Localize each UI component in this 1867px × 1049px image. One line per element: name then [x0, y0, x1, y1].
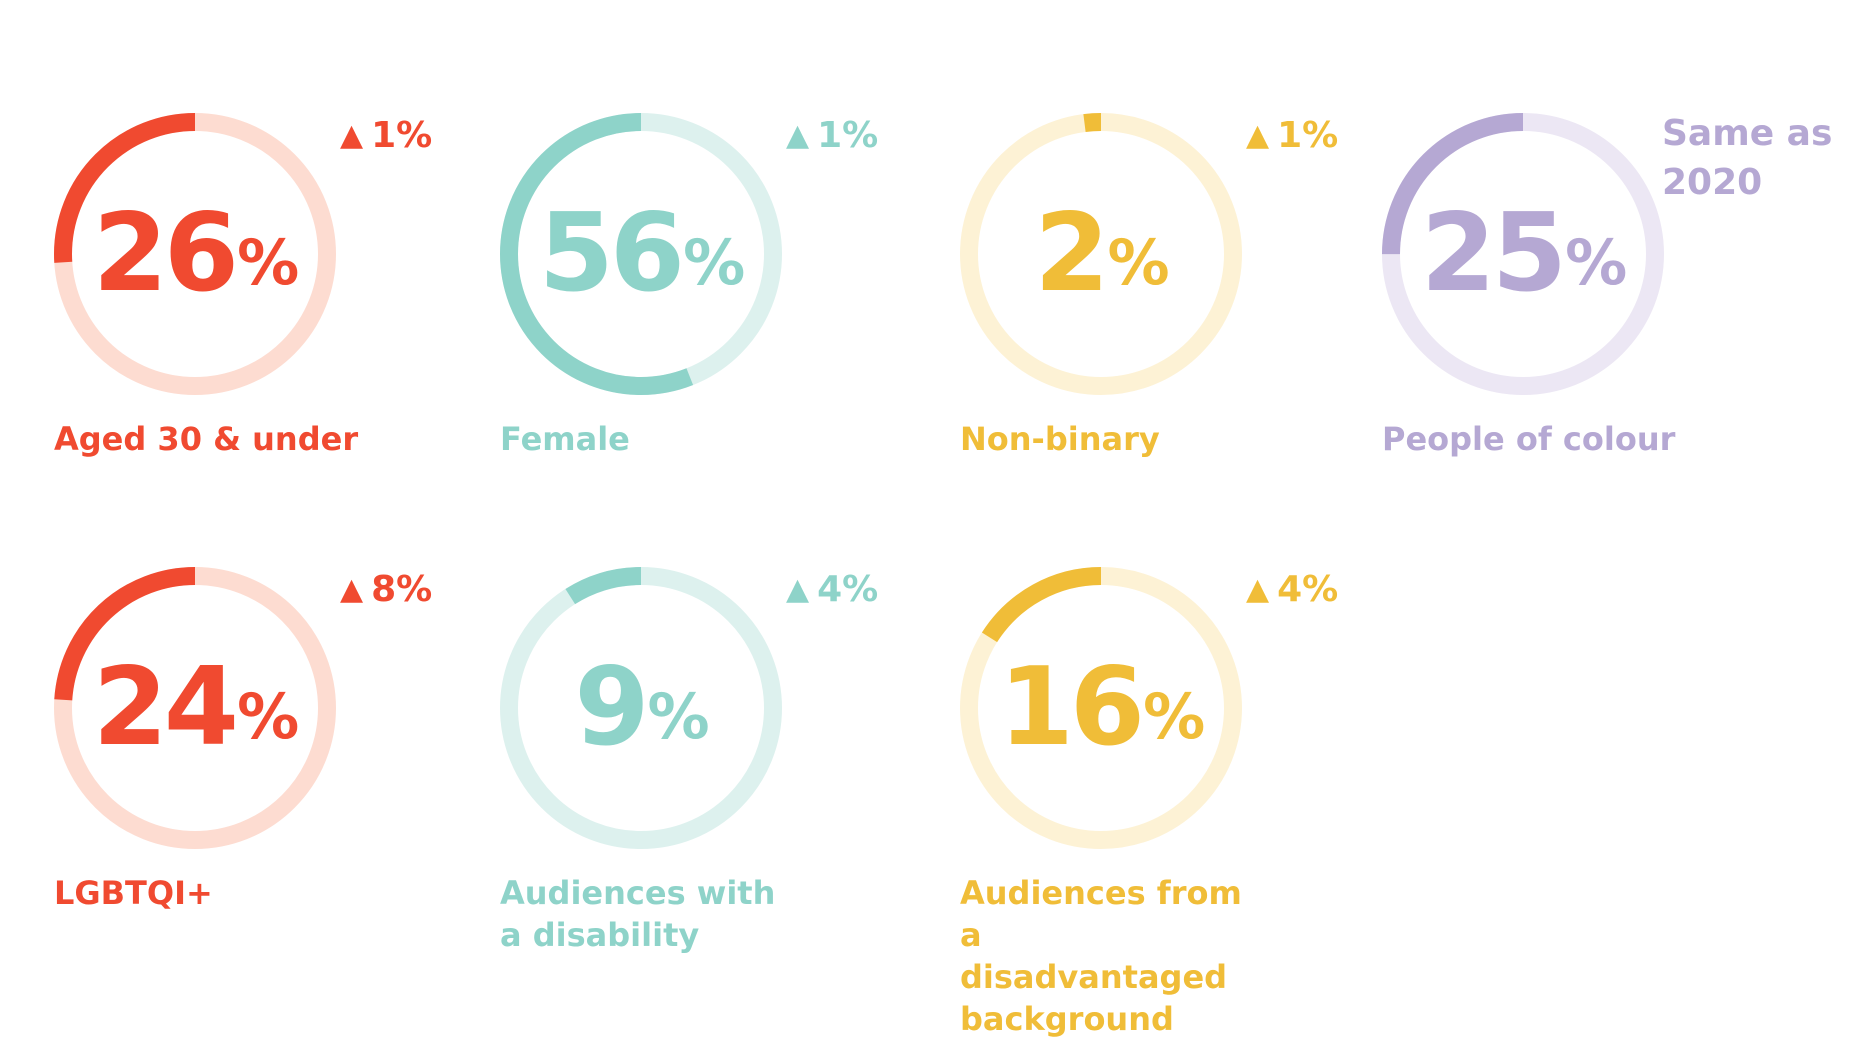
change-text: 1%: [817, 115, 879, 156]
change-text: 1%: [1277, 115, 1339, 156]
donut-arc: [960, 113, 1242, 395]
donut-ring: [960, 567, 1242, 849]
up-arrow-icon: ▲: [340, 118, 364, 153]
change-indicator: ▲ 1%: [340, 115, 432, 156]
up-arrow-icon: ▲: [786, 572, 810, 607]
stat-card: 9% ▲ 4% Audiences with a disability: [500, 567, 940, 954]
donut-arc: [54, 113, 336, 395]
donut-ring: [54, 567, 336, 849]
change-indicator: ▲ 1%: [786, 115, 878, 156]
category-label: Female: [500, 420, 630, 458]
value-label: 9%: [500, 567, 782, 849]
change-indicator: Same as 2020: [1662, 109, 1862, 207]
up-arrow-icon: ▲: [1246, 118, 1270, 153]
stat-card: 2% ▲ 1% Non-binary: [960, 113, 1400, 473]
value-unit: %: [1143, 680, 1205, 753]
donut-arc: [500, 113, 782, 395]
category-label: Non-binary: [960, 420, 1160, 458]
donut-arc: [960, 567, 1242, 849]
value-number: 24: [92, 645, 239, 770]
stat-card: 24% ▲ 8% LGBTQI+: [54, 567, 494, 927]
value-label: 26%: [54, 113, 336, 395]
donut-ring: [54, 113, 336, 395]
stat-card: 25% Same as 2020 People of colour: [1382, 113, 1832, 473]
value-unit: %: [647, 680, 710, 753]
change-indicator: ▲ 4%: [786, 569, 878, 610]
stat-card: 26% ▲ 1% Aged 30 & under: [54, 113, 494, 473]
value-number: 26: [92, 191, 239, 316]
value-label: 2%: [960, 113, 1242, 395]
value-unit: %: [237, 226, 299, 299]
donut-ring: [960, 113, 1242, 395]
up-arrow-icon: ▲: [1246, 572, 1270, 607]
donut-ring: [1382, 113, 1664, 395]
change-indicator: ▲ 1%: [1246, 115, 1338, 156]
category-label: Aged 30 & under: [54, 420, 359, 458]
value-number: 9: [574, 645, 649, 770]
value-number: 56: [538, 191, 685, 316]
value-unit: %: [1107, 226, 1170, 299]
change-text: 4%: [1277, 569, 1339, 610]
donut-arc: [1382, 113, 1664, 395]
category-label: LGBTQI+: [54, 874, 213, 912]
category-label: Audiences with a disability: [500, 874, 776, 954]
value-unit: %: [683, 226, 745, 299]
value-label: 24%: [54, 567, 336, 849]
change-indicator: ▲ 8%: [340, 569, 432, 610]
value-label: 16%: [960, 567, 1242, 849]
up-arrow-icon: ▲: [786, 118, 810, 153]
stat-card: 56% ▲ 1% Female: [500, 113, 940, 473]
change-text: Same as 2020: [1662, 113, 1833, 203]
value-number: 16: [998, 645, 1145, 770]
donut-arc: [500, 567, 782, 849]
category-label: Audiences from a disadvantaged backgroun…: [960, 874, 1242, 1038]
category-label: People of colour: [1382, 420, 1676, 458]
value-unit: %: [237, 680, 299, 753]
donut-arc: [54, 567, 336, 849]
value-label: 56%: [500, 113, 782, 395]
up-arrow-icon: ▲: [340, 572, 364, 607]
value-number: 2: [1034, 191, 1109, 316]
value-label: 25%: [1382, 113, 1664, 395]
donut-ring: [500, 113, 782, 395]
change-indicator: ▲ 4%: [1246, 569, 1338, 610]
change-text: 8%: [371, 569, 433, 610]
value-number: 25: [1420, 191, 1567, 316]
value-unit: %: [1565, 226, 1627, 299]
stat-card: 16% ▲ 4% Audiences from a disadvantaged bac…: [960, 567, 1400, 1038]
change-text: 4%: [817, 569, 879, 610]
change-text: 1%: [371, 115, 433, 156]
donut-ring: [500, 567, 782, 849]
